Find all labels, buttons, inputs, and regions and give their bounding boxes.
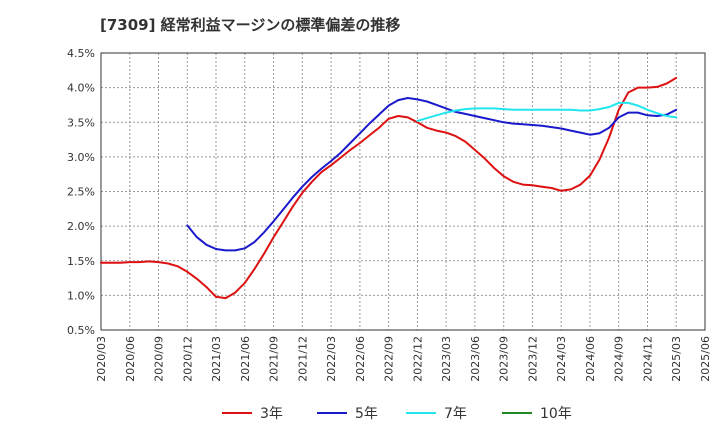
x-tick-label: 2022/06 <box>354 336 367 382</box>
y-tick-label: 1.5% <box>67 255 95 268</box>
x-tick-label: 2023/03 <box>440 336 453 382</box>
legend-label-4: 10年 <box>540 406 572 422</box>
y-tick-label: 3.0% <box>67 151 95 164</box>
x-tick-label: 2022/12 <box>411 336 424 382</box>
x-tick-label: 2020/09 <box>153 336 166 382</box>
x-tick-label: 2020/12 <box>181 336 194 382</box>
y-tick-label: 0.5% <box>67 324 95 337</box>
x-tick-label: 2024/09 <box>613 336 626 382</box>
legend: 3年 5年 7年 10年 <box>222 406 572 422</box>
x-tick-label: 2021/09 <box>268 336 281 382</box>
x-tick-label: 2021/06 <box>239 336 252 382</box>
x-tick-label: 2020/03 <box>95 336 108 382</box>
x-tick-label: 2021/12 <box>296 336 309 382</box>
series-line-2 <box>186 97 678 252</box>
y-axis-tick-labels: 0.5% 1.0% 1.5% 2.0% 2.5% 3.0% 3.5% 4.0% 4.5% <box>67 47 95 337</box>
legend-label-1: 3年 <box>260 406 283 422</box>
legend-label-2: 5年 <box>355 406 378 422</box>
y-tick-label: 1.0% <box>67 289 95 302</box>
x-tick-label: 2022/09 <box>383 336 396 382</box>
y-tick-label: 4.5% <box>67 47 95 60</box>
x-tick-label: 2025/06 <box>699 336 712 382</box>
x-tick-label: 2024/03 <box>555 336 568 382</box>
x-tick-label: 2023/09 <box>498 336 511 382</box>
series-line-1 <box>100 76 678 300</box>
y-tick-label: 2.5% <box>67 186 95 199</box>
chart-title: [7309] 経常利益マージンの標準偏差の推移 <box>100 16 401 34</box>
y-tick-label: 3.5% <box>67 116 95 129</box>
x-tick-label: 2023/06 <box>469 336 482 382</box>
series-line-3 <box>416 101 678 122</box>
x-tick-label: 2025/03 <box>670 336 683 382</box>
y-tick-label: 2.0% <box>67 220 95 233</box>
x-tick-label: 2024/12 <box>642 336 655 382</box>
x-tick-label: 2020/06 <box>124 336 137 382</box>
x-tick-label: 2021/03 <box>210 336 223 382</box>
x-tick-label: 2024/06 <box>584 336 597 382</box>
legend-label-3: 7年 <box>444 406 467 422</box>
x-tick-label: 2022/03 <box>325 336 338 382</box>
plot-frame <box>100 52 706 331</box>
x-tick-label: 2023/12 <box>526 336 539 382</box>
y-tick-label: 4.0% <box>67 82 95 95</box>
x-axis-tick-labels: 2020/03 2020/06 2020/09 2020/12 2021/03 2021/… <box>95 336 712 382</box>
series-layer <box>100 76 678 300</box>
grid-layer <box>100 52 706 331</box>
